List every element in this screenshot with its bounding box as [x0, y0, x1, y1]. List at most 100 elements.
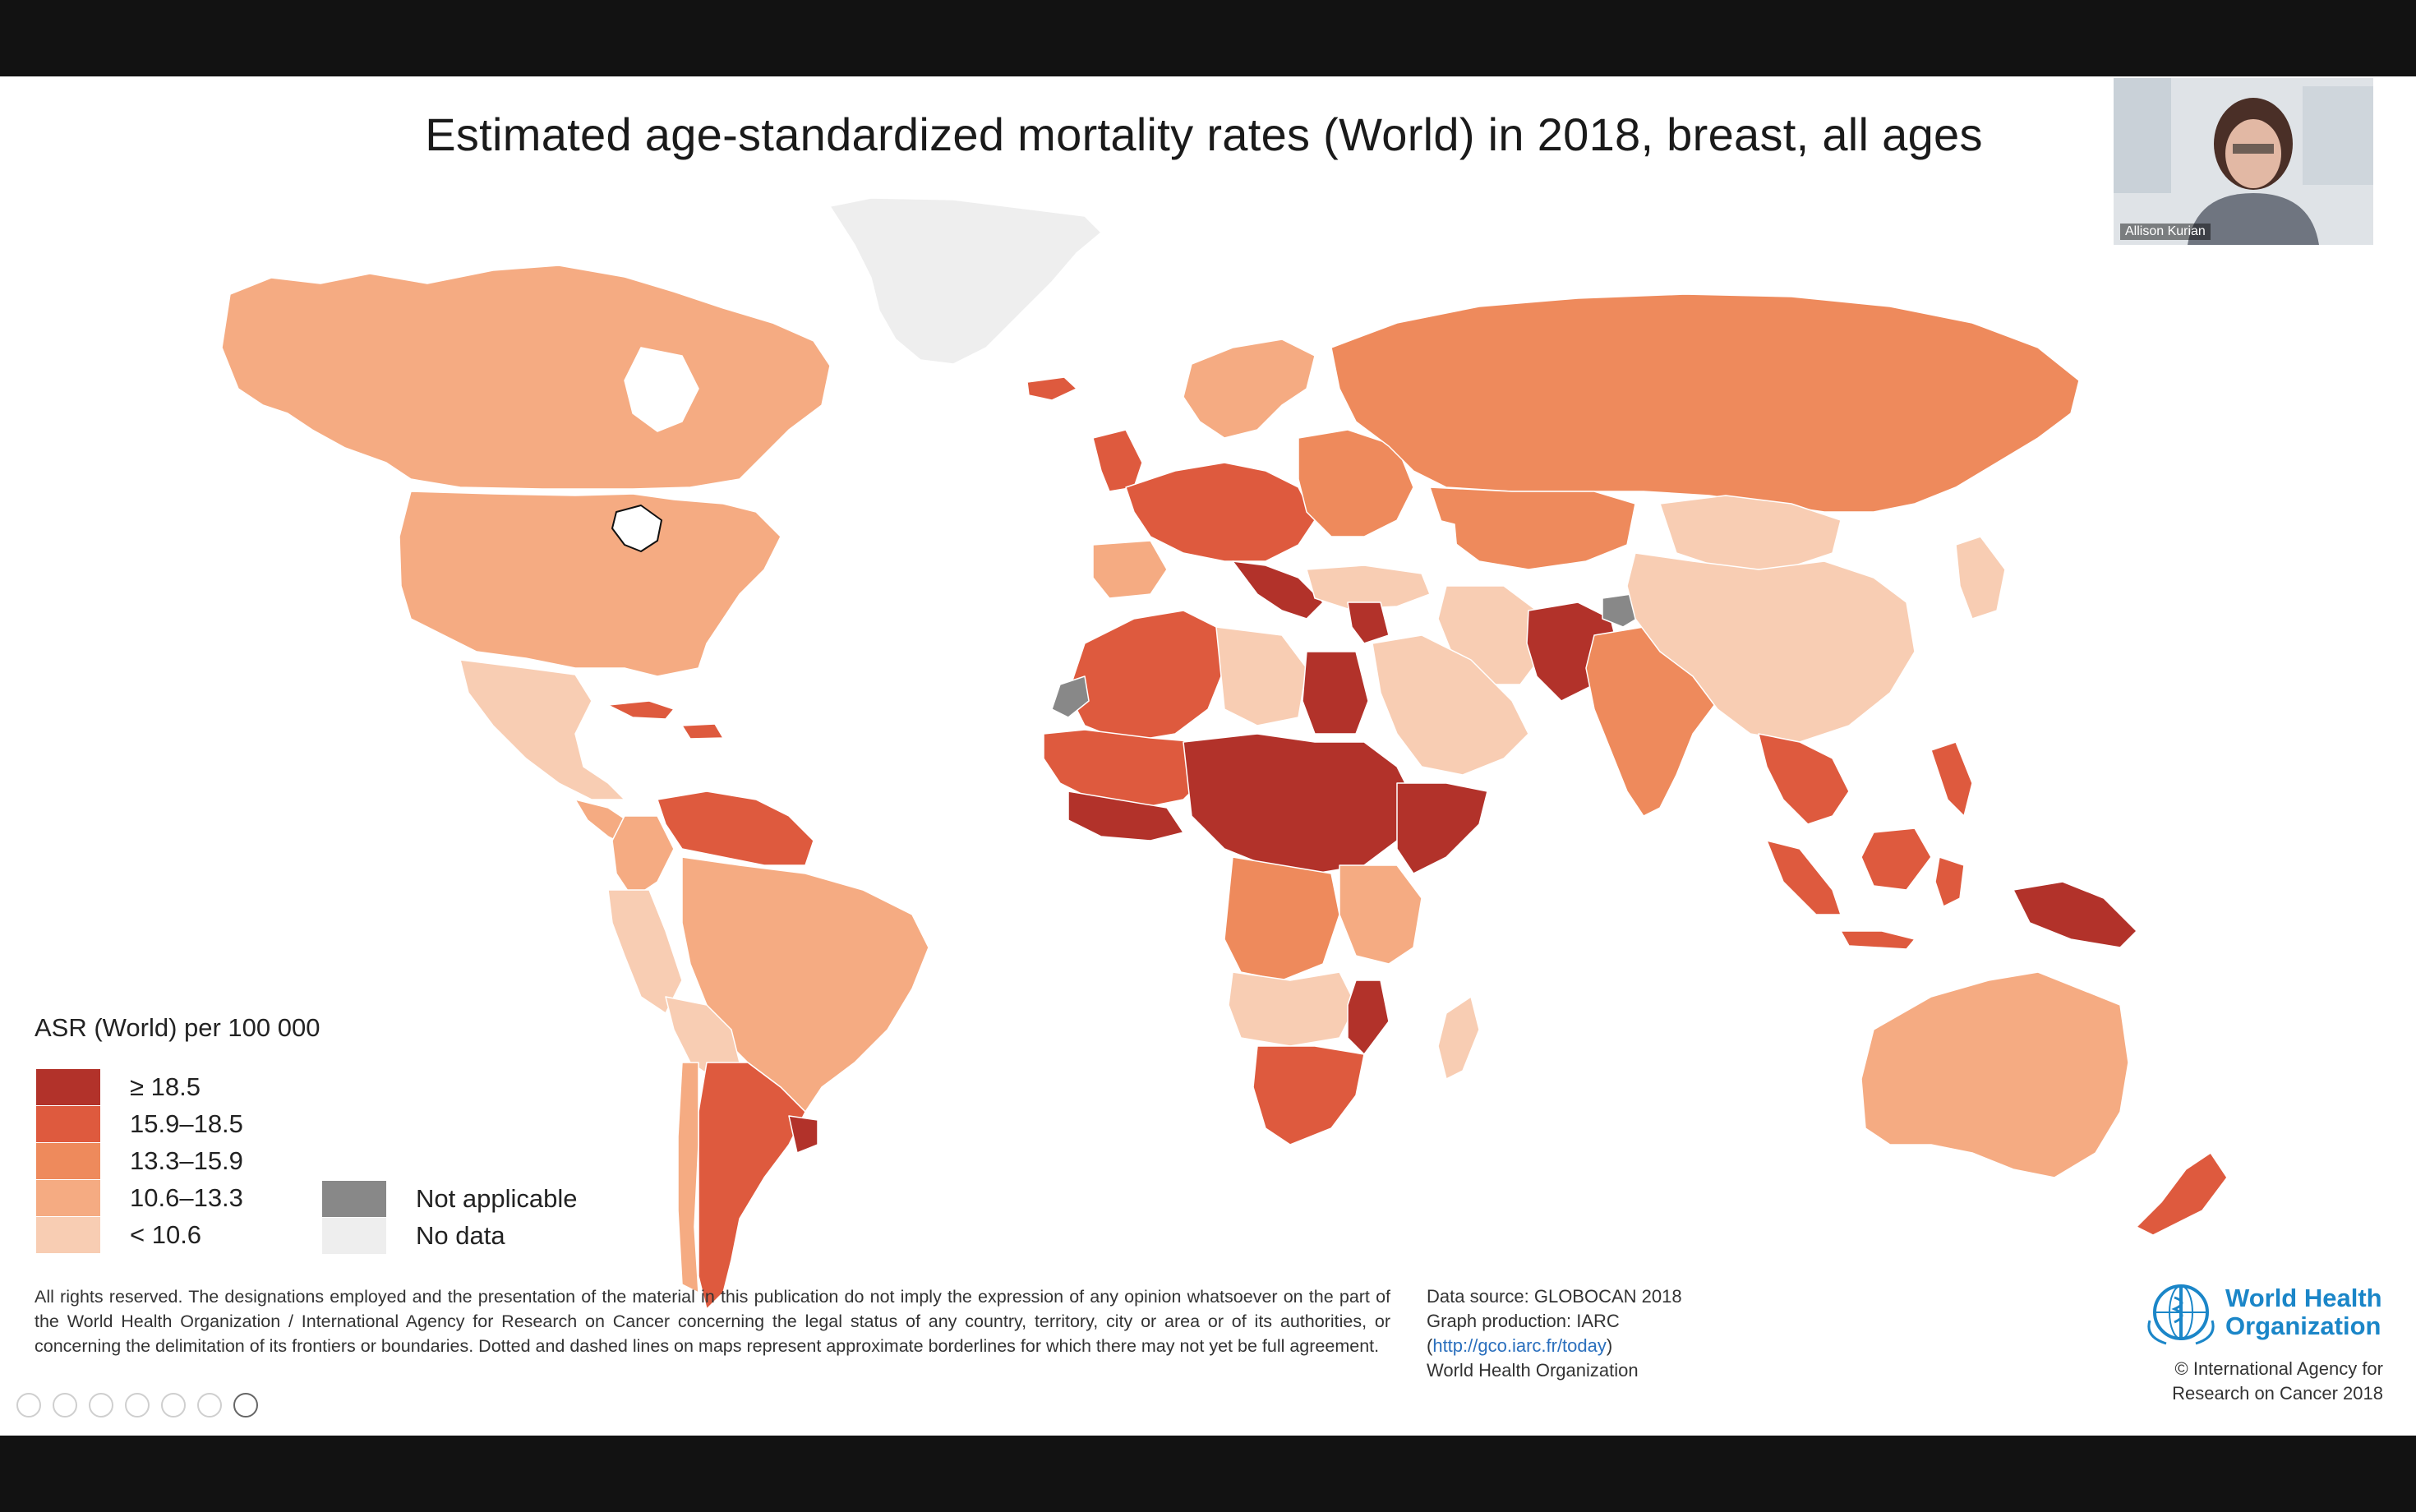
- region-usa: [399, 491, 782, 677]
- source-line: World Health Organization: [1427, 1360, 1639, 1381]
- region-great-lakes: [611, 505, 662, 552]
- region-papua: [2013, 881, 2137, 948]
- region-canada: [221, 265, 831, 490]
- region-mexico: [459, 659, 625, 800]
- legend-label: < 10.6: [130, 1220, 202, 1249]
- region-borneo: [1860, 827, 1932, 891]
- region-brazil: [681, 856, 929, 1113]
- slide: Estimated age-standardized mortality rat…: [0, 76, 2416, 1436]
- legend-swatch: [36, 1143, 100, 1179]
- region-western-europe: [1125, 462, 1316, 562]
- region-peru-ecuador: [607, 889, 683, 1014]
- region-southern-africa: [1252, 1045, 1365, 1146]
- region-iceland: [1026, 376, 1077, 401]
- participant-name: Allison Kurian: [2120, 224, 2211, 240]
- region-angola-zambia: [1228, 971, 1357, 1047]
- region-sulawesi: [1934, 856, 1965, 907]
- camera-control[interactable]: [233, 1393, 258, 1418]
- pen-control[interactable]: [89, 1393, 113, 1418]
- region-hudson-bay: [624, 347, 699, 432]
- region-eastern-europe: [1298, 429, 1414, 537]
- region-iberia: [1092, 540, 1168, 599]
- copyright-line: © International Agency for: [2174, 1358, 2383, 1379]
- disclaimer-text: All rights reserved. The designations em…: [35, 1287, 1390, 1356]
- participant-video-tile[interactable]: Allison Kurian: [2114, 78, 2373, 245]
- more-control[interactable]: [197, 1393, 222, 1418]
- region-mongolia: [1659, 495, 1842, 570]
- region-egypt: [1302, 651, 1369, 735]
- region-mozambique: [1347, 980, 1390, 1055]
- next-slide-control[interactable]: [53, 1393, 77, 1418]
- legend-label: Not applicable: [416, 1184, 578, 1213]
- region-venezuela-guianas: [657, 791, 814, 866]
- region-congo: [1224, 856, 1340, 981]
- region-java: [1840, 930, 1916, 950]
- iarc-copyright: © International Agency for Research on C…: [2120, 1357, 2383, 1406]
- region-caspian: [1436, 519, 1459, 579]
- region-western-sahara-na: [1051, 675, 1090, 718]
- region-central-africa: [1183, 733, 1414, 874]
- copyright-line: Research on Cancer 2018: [2172, 1383, 2383, 1404]
- legend-label: 15.9–18.5: [130, 1109, 243, 1138]
- region-uruguay: [788, 1115, 818, 1154]
- who-emblem-icon: [2147, 1284, 2215, 1345]
- who-name-line: Organization: [2225, 1311, 2381, 1340]
- region-indochina: [1758, 733, 1850, 825]
- region-colombia: [611, 815, 675, 899]
- map-title: Estimated age-standardized mortality rat…: [425, 108, 1983, 160]
- legend-title: ASR (World) per 100 000: [35, 1013, 320, 1042]
- region-turkey: [1306, 565, 1431, 610]
- region-scandinavia: [1183, 339, 1316, 439]
- map-legend: ASR (World) per 100 000 ≥ 18.5 15.9–18.5…: [35, 1013, 626, 1367]
- region-russia: [1330, 293, 2080, 513]
- paren-close: ): [1606, 1335, 1613, 1356]
- region-east-africa: [1339, 864, 1422, 965]
- region-chile: [677, 1062, 699, 1293]
- participant-avatar: [2114, 78, 2373, 245]
- grid-control[interactable]: [161, 1393, 186, 1418]
- source-line: Data source: GLOBOCAN 2018: [1427, 1286, 1682, 1307]
- world-map: [221, 197, 2228, 1310]
- region-australia: [1860, 971, 2129, 1178]
- region-argentina: [698, 1062, 806, 1310]
- region-new-zealand: [2136, 1152, 2228, 1236]
- region-hispaniola: [681, 723, 724, 740]
- region-arabia: [1372, 634, 1529, 776]
- region-west-coast: [1067, 791, 1184, 841]
- who-name: World Health Organization: [2225, 1284, 2382, 1340]
- region-greenland: [829, 197, 1102, 365]
- legend-swatch: [36, 1069, 100, 1105]
- region-korea-japan: [1955, 536, 2006, 620]
- prev-slide-control[interactable]: [16, 1393, 41, 1418]
- region-sahel-west: [1043, 729, 1209, 809]
- legend-swatch: [36, 1217, 100, 1253]
- region-sumatra: [1766, 840, 1842, 915]
- data-source-block: Data source: GLOBOCAN 2018 Graph product…: [1427, 1284, 1772, 1383]
- region-philippines: [1930, 741, 1973, 817]
- legend-label: No data: [416, 1221, 505, 1250]
- zoom-control[interactable]: [125, 1393, 150, 1418]
- who-logo-block: World Health Organization © Internationa…: [2137, 1276, 2383, 1404]
- region-levant: [1347, 602, 1390, 644]
- who-name-line: World Health: [2225, 1284, 2382, 1312]
- legend-swatch: [36, 1106, 100, 1142]
- source-link[interactable]: http://gco.iarc.fr/today: [1432, 1335, 1607, 1356]
- region-uk-ireland: [1092, 429, 1143, 492]
- region-italy-balkans: [1232, 560, 1324, 620]
- legend-swatch: [36, 1180, 100, 1216]
- legend-swatch: [322, 1218, 386, 1254]
- region-madagascar: [1437, 996, 1480, 1080]
- region-libya: [1215, 626, 1307, 726]
- region-horn: [1396, 782, 1488, 874]
- region-china: [1626, 552, 1916, 743]
- bottom-letterbox-bar: [0, 1436, 2416, 1512]
- paren-open: (: [1427, 1335, 1433, 1356]
- region-kazakhstan: [1429, 486, 1636, 570]
- source-link-line: (http://gco.iarc.fr/today): [1427, 1334, 1772, 1358]
- legend-swatch: [322, 1181, 386, 1217]
- top-letterbox-bar: [0, 0, 2416, 76]
- region-cuba: [607, 700, 675, 720]
- region-maghreb: [1067, 610, 1225, 743]
- source-line: Graph production: IARC: [1427, 1311, 1620, 1331]
- legend-label: ≥ 18.5: [130, 1072, 201, 1101]
